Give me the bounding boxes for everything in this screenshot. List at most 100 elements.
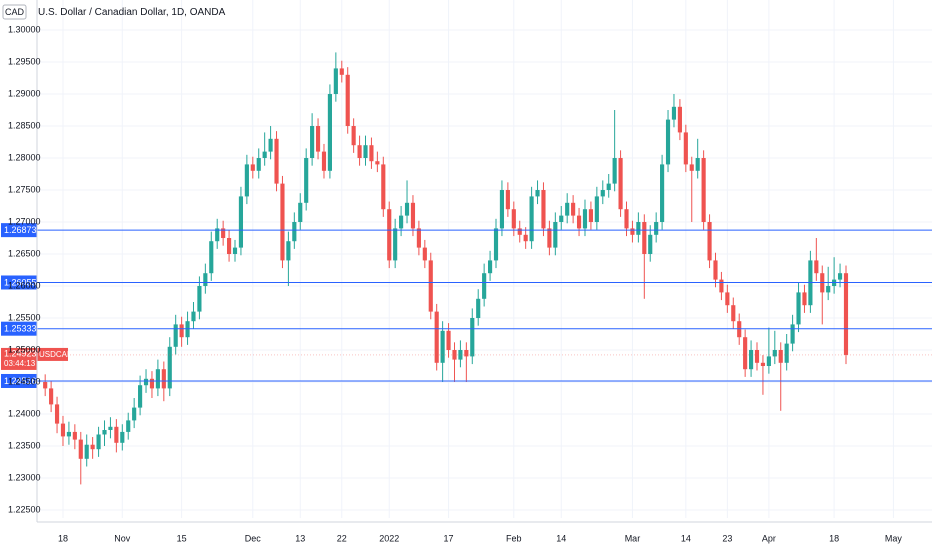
candle-body <box>766 356 771 367</box>
candle-body <box>600 190 605 197</box>
candle-body <box>648 234 653 255</box>
candle-body <box>298 202 303 223</box>
candle-body <box>96 434 101 450</box>
y-tick-label: 1.27500 <box>8 184 41 194</box>
candle-body <box>357 145 362 159</box>
candle-body <box>458 350 463 360</box>
candle-body <box>256 158 261 171</box>
y-tick-label: 1.22500 <box>8 504 41 514</box>
candle-body <box>660 164 665 223</box>
candle-body <box>209 241 214 274</box>
candle-body <box>203 273 208 287</box>
candle-body <box>221 228 226 239</box>
y-tick-label: 1.24000 <box>8 408 41 418</box>
candle-body <box>624 209 629 229</box>
candle-body <box>43 382 48 389</box>
candle-body <box>155 369 160 389</box>
y-tick-label: 1.26500 <box>8 248 41 258</box>
candle-body <box>553 222 558 248</box>
candle-body <box>523 234 528 242</box>
y-tick-label: 1.30000 <box>8 24 41 34</box>
candle-body <box>215 228 220 242</box>
candle-body <box>393 228 398 261</box>
candle-body <box>565 202 570 216</box>
candle-body <box>677 106 682 133</box>
x-tick-label: 18 <box>829 533 839 543</box>
candle-body <box>304 158 309 203</box>
candle-body <box>493 228 499 261</box>
candle-body <box>837 273 843 280</box>
y-tick-label: 1.27000 <box>8 216 41 226</box>
candle-body <box>725 292 730 306</box>
candle-body <box>743 337 748 370</box>
candle-body <box>671 106 677 120</box>
candle-body <box>790 324 795 344</box>
y-tick-label: 1.25000 <box>8 344 41 354</box>
horizontal-line-label-bg <box>1 373 37 388</box>
candle-body <box>754 350 760 363</box>
candle-body <box>446 330 451 351</box>
y-tick-label: 1.28500 <box>8 120 41 130</box>
candle-body <box>529 196 534 242</box>
chart-title: U.S. Dollar / Canadian Dollar, 1D, OANDA <box>38 7 226 18</box>
candle-body <box>108 426 113 431</box>
candle-body <box>369 145 374 162</box>
countdown: 03:44:13 <box>4 359 36 368</box>
candle-body <box>315 126 321 152</box>
candle-body <box>499 190 505 229</box>
candle-body <box>66 431 71 437</box>
candle-body <box>250 164 255 171</box>
y-tick-label: 1.23500 <box>8 440 41 450</box>
candle-body <box>618 158 623 210</box>
x-tick-label: 2022 <box>379 533 399 543</box>
candle-body <box>375 161 380 165</box>
candle-body <box>535 190 540 197</box>
candle-body <box>173 324 178 347</box>
candle-body <box>452 350 457 360</box>
candle-body <box>399 215 404 229</box>
candle-body <box>167 346 172 389</box>
candle-body <box>428 260 433 312</box>
candle-body <box>719 279 724 293</box>
horizontal-line-label-bg <box>1 321 37 336</box>
y-tick-label: 1.24500 <box>8 376 41 386</box>
candle-body <box>749 350 754 370</box>
candle-body <box>784 343 789 363</box>
y-tick-label: 1.29500 <box>8 56 41 66</box>
candle-body <box>286 241 291 261</box>
candle-body <box>778 350 783 363</box>
y-tick-label: 1.25500 <box>8 312 41 322</box>
y-tick-label: 1.23000 <box>8 472 41 482</box>
candle-body <box>505 190 510 210</box>
symbol-label: USDCAD <box>39 350 73 359</box>
symbol-label-bg <box>37 347 68 361</box>
horizontal-line-label: 1.25333 <box>4 324 37 334</box>
candle-body <box>636 222 641 235</box>
candle-body <box>487 260 493 274</box>
candle-body <box>310 126 315 159</box>
x-tick-label: Mar <box>625 533 641 543</box>
candle-body <box>60 423 66 437</box>
x-tick-label: Feb <box>506 533 522 543</box>
candle-body <box>582 209 588 229</box>
overlay: 1.26873 1.26055 1.25333 1.24516 1.2492303:44… <box>1 223 932 388</box>
candle-body <box>689 164 694 171</box>
candle-body <box>345 74 350 127</box>
candle-body <box>114 426 119 443</box>
horizontal-line-label: 1.26055 <box>4 277 37 287</box>
candle-body <box>547 228 552 248</box>
candle-body <box>339 68 344 75</box>
candle-body <box>102 430 107 435</box>
candle-body <box>244 164 249 197</box>
x-tick-label: Apr <box>762 533 776 543</box>
candle-body <box>404 202 410 216</box>
candle-body <box>262 151 267 159</box>
candle-body <box>434 311 439 363</box>
candles <box>43 52 849 485</box>
candle-body <box>559 215 564 223</box>
candle-body <box>760 362 766 367</box>
candle-body <box>280 183 285 261</box>
